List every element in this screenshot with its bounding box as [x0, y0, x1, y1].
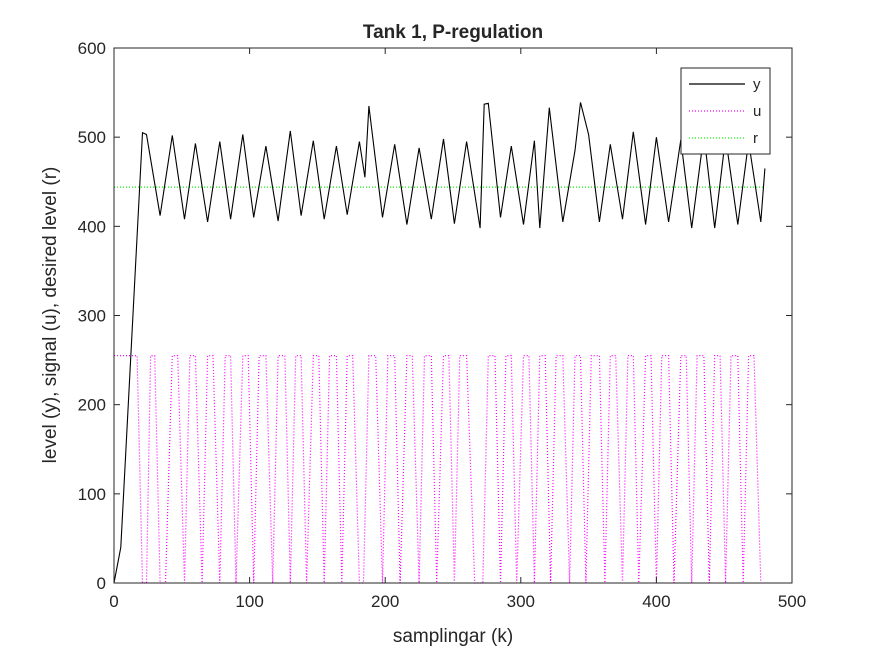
- x-tick-label: 0: [109, 592, 118, 611]
- y-tick-label: 600: [78, 39, 106, 58]
- x-tick-label: 300: [507, 592, 535, 611]
- y-tick-label: 200: [78, 396, 106, 415]
- y-axis-label: level (y), signal (u), desired level (r): [40, 167, 61, 464]
- y-tick-label: 100: [78, 485, 106, 504]
- x-tick-label: 400: [642, 592, 670, 611]
- chart-title: Tank 1, P-regulation: [363, 22, 543, 43]
- x-tick-label: 100: [235, 592, 263, 611]
- x-tick-label: 500: [778, 592, 806, 611]
- y-tick-label: 0: [97, 574, 106, 593]
- plot-area: [114, 48, 792, 583]
- x-axis-label: samplingar (k): [393, 626, 513, 647]
- x-tick-label: 200: [371, 592, 399, 611]
- series-line-y: [113, 102, 766, 584]
- legend: yur: [680, 67, 771, 155]
- y-tick-label: 400: [78, 217, 106, 236]
- legend-label-u: u: [753, 103, 761, 120]
- legend-label-r: r: [753, 130, 758, 147]
- legend-label-y: y: [753, 76, 761, 93]
- tick-layer: 0 100 200 300 400 500 0 100 200 300 400 500 600: [78, 39, 807, 611]
- y-tick-label: 500: [78, 128, 106, 147]
- y-tick-label: 300: [78, 307, 106, 326]
